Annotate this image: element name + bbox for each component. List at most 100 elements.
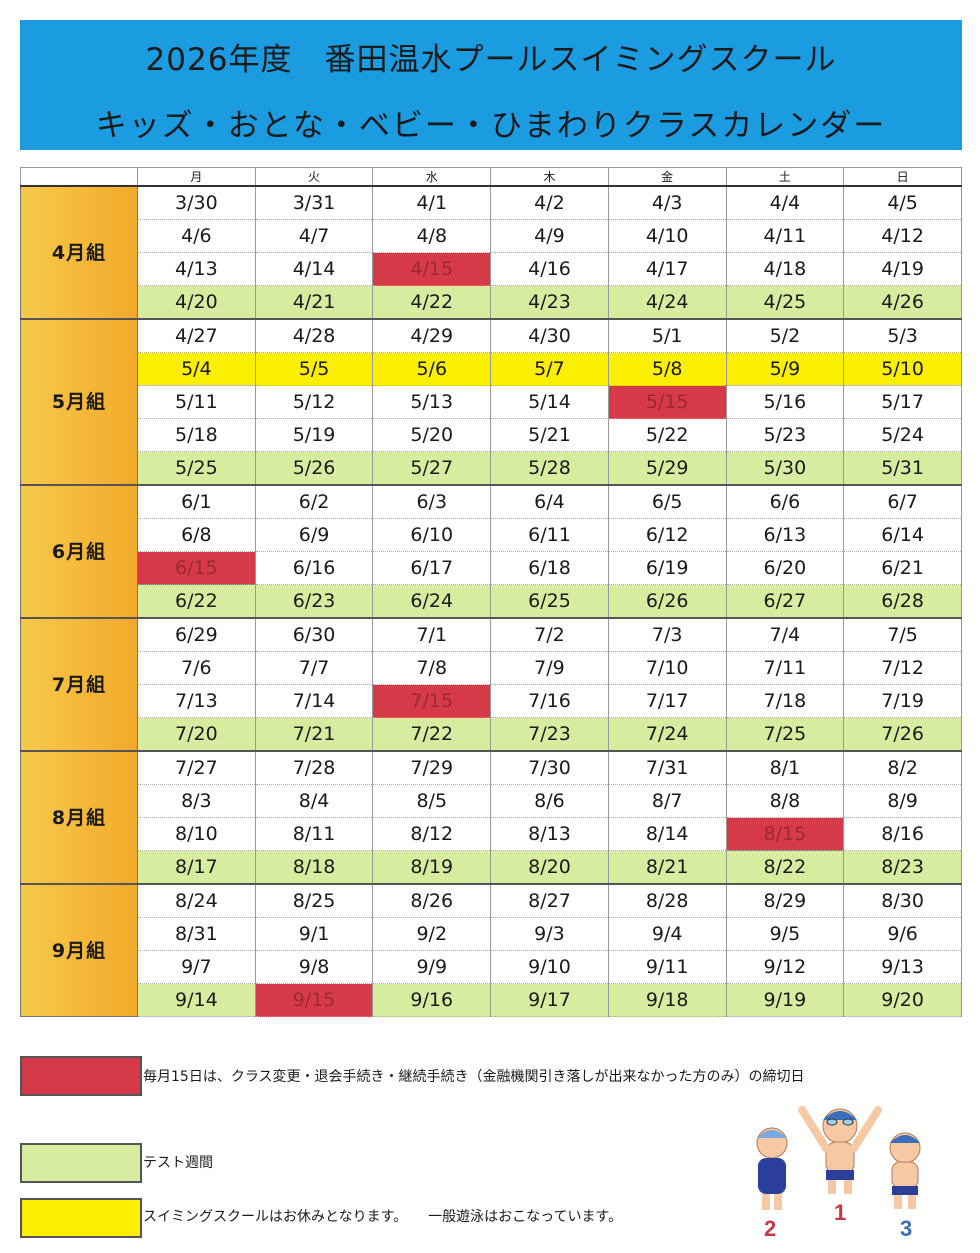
date-cell: 6/6 <box>725 484 845 519</box>
date-cell: 4/24 <box>607 285 727 320</box>
week-row: 6/15 6/16 6/17 6/18 6/19 6/20 6/21 <box>21 551 962 585</box>
date-cell: 4/13 <box>137 252 256 286</box>
date-cell: 5/17 <box>843 385 962 419</box>
date-cell: 7/20 <box>137 717 256 752</box>
date-cell: 4/26 <box>843 285 962 320</box>
date-cell: 5/7 <box>490 352 609 386</box>
week-row: 8月組 7/27 7/28 7/29 7/30 7/31 8/1 8/2 <box>20 750 962 885</box>
date-cell: 5/14 <box>490 385 609 419</box>
date-cell: 5/16 <box>725 385 845 419</box>
date-cell: 5/25 <box>137 451 256 486</box>
date-cell: 7/9 <box>490 651 609 685</box>
week-row: 9月組 8/24 8/25 8/26 8/27 8/28 8/29 8/30 <box>20 883 962 1017</box>
date-cell: 6/5 <box>607 484 727 519</box>
date-cell: 7/29 <box>372 750 492 785</box>
kid-number-2: 2 <box>764 1216 776 1241</box>
date-cell: 9/14 <box>137 983 256 1017</box>
date-cell: 7/6 <box>137 651 256 685</box>
date-cell: 4/12 <box>843 219 962 253</box>
date-cell: 6/22 <box>137 584 256 619</box>
date-cell: 9/15 <box>254 983 374 1017</box>
date-cell: 4/1 <box>372 185 492 220</box>
week-row: 6/8 6/9 6/10 6/11 6/12 6/13 6/14 <box>21 518 962 552</box>
kid-right <box>889 1132 921 1209</box>
date-cell: 8/22 <box>725 850 845 885</box>
calendar-body: 4月組 3/30 3/31 4/1 4/2 4/3 4/4 4/5 4/6 4/7 4/8 4/9 4/… <box>20 185 962 1017</box>
date-cell: 6/10 <box>372 518 492 552</box>
date-cell: 8/16 <box>843 817 962 851</box>
date-cell: 6/25 <box>490 584 609 619</box>
date-cell: 8/2 <box>843 750 962 785</box>
date-cell: 7/19 <box>843 684 962 718</box>
date-cell: 4/29 <box>372 318 492 353</box>
date-cell: 5/18 <box>137 418 256 452</box>
date-cell: 6/18 <box>490 551 609 585</box>
date-cell: 7/13 <box>137 684 256 718</box>
week-row: 8/17 8/18 8/19 8/20 8/21 8/22 8/23 <box>21 850 962 885</box>
date-cell: 7/7 <box>254 651 374 685</box>
date-cell: 7/28 <box>254 750 374 785</box>
date-cell: 5/6 <box>372 352 492 386</box>
date-cell: 5/30 <box>725 451 845 486</box>
date-cell: 5/27 <box>372 451 492 486</box>
date-cell: 4/10 <box>607 219 727 253</box>
date-cell: 8/28 <box>607 883 727 918</box>
date-cell: 7/23 <box>490 717 609 752</box>
date-cell: 9/3 <box>490 917 609 951</box>
date-cell: 5/1 <box>607 318 727 353</box>
date-cell: 4/2 <box>490 185 609 220</box>
date-cell: 9/18 <box>607 983 727 1017</box>
date-cell: 5/3 <box>843 318 962 353</box>
week-row: 7/13 7/14 7/15 7/16 7/17 7/18 7/19 <box>21 684 962 718</box>
date-cell: 7/31 <box>607 750 727 785</box>
date-cell: 6/11 <box>490 518 609 552</box>
date-cell: 8/25 <box>254 883 374 918</box>
date-cell: 5/31 <box>843 451 962 486</box>
date-cell: 8/17 <box>137 850 256 885</box>
date-cell: 9/11 <box>607 950 727 984</box>
date-cell: 6/28 <box>843 584 962 619</box>
date-cell: 6/29 <box>137 617 256 652</box>
date-cell: 8/3 <box>137 784 256 818</box>
date-cell: 4/18 <box>725 252 845 286</box>
date-cell: 8/7 <box>607 784 727 818</box>
date-cell: 7/18 <box>725 684 845 718</box>
week-row: 4/6 4/7 4/8 4/9 4/10 4/11 4/12 <box>21 219 962 253</box>
weekday-header: 土 <box>725 167 845 187</box>
date-cell: 4/19 <box>843 252 962 286</box>
date-cell: 6/4 <box>490 484 609 519</box>
date-cell: 4/21 <box>254 285 374 320</box>
date-cell: 9/6 <box>843 917 962 951</box>
page-subtitle: キッズ・おとな・ベビー・ひまわりクラスカレンダー <box>95 108 887 144</box>
date-cell: 5/11 <box>137 385 256 419</box>
legend-swatch-closed <box>20 1198 142 1238</box>
date-cell: 9/9 <box>372 950 492 984</box>
week-row: 5/11 5/12 5/13 5/14 5/15 5/16 5/17 <box>21 385 962 419</box>
date-cell: 8/14 <box>607 817 727 851</box>
weekday-header-row: 月 火 水 木 金 土 日 <box>20 167 962 187</box>
date-cell: 7/24 <box>607 717 727 752</box>
date-cell: 7/12 <box>843 651 962 685</box>
date-cell: 8/11 <box>254 817 374 851</box>
date-cell: 4/9 <box>490 219 609 253</box>
corner-cell <box>20 167 138 187</box>
date-cell: 8/21 <box>607 850 727 885</box>
date-cell: 8/5 <box>372 784 492 818</box>
date-cell: 9/16 <box>372 983 492 1017</box>
date-cell: 8/29 <box>725 883 845 918</box>
date-cell: 4/11 <box>725 219 845 253</box>
date-cell: 7/25 <box>725 717 845 752</box>
date-cell: 4/3 <box>607 185 727 220</box>
date-cell: 6/26 <box>607 584 727 619</box>
date-cell: 5/10 <box>843 352 962 386</box>
kid-number-1: 1 <box>834 1200 846 1225</box>
date-cell: 6/7 <box>843 484 962 519</box>
date-cell: 4/5 <box>843 185 962 220</box>
date-cell: 7/8 <box>372 651 492 685</box>
week-row: 7/20 7/21 7/22 7/23 7/24 7/25 7/26 <box>21 717 962 752</box>
date-cell: 6/30 <box>254 617 374 652</box>
date-cell: 4/17 <box>607 252 727 286</box>
date-cell: 6/17 <box>372 551 492 585</box>
date-cell: 8/18 <box>254 850 374 885</box>
date-cell: 7/1 <box>372 617 492 652</box>
